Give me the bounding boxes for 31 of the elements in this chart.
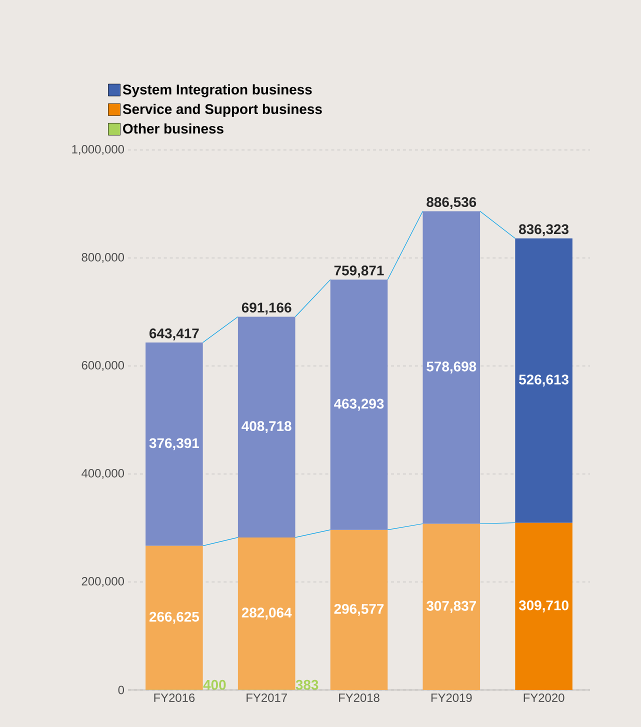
total-label: 886,536 (426, 197, 476, 210)
data-label: 376,391 (149, 438, 200, 450)
y-tick-label: 400,000 (82, 469, 124, 479)
x-tick-label: FY2018 (339, 694, 380, 702)
legend-label: System Integration business (122, 84, 312, 98)
legend-label: Other business (123, 123, 224, 134)
y-tick-label: 1,000,000 (72, 145, 124, 155)
data-label: 266,625 (149, 612, 200, 624)
y-tick-label: 800,000 (82, 253, 124, 263)
x-tick-label: FY2017 (246, 694, 287, 702)
total-label: 643,417 (150, 328, 199, 340)
total-label: 836,323 (519, 224, 568, 236)
total-label: 691,166 (242, 302, 292, 315)
x-tick-label: FY2019 (431, 694, 472, 702)
data-label: 307,837 (426, 600, 476, 613)
data-label: 400 (203, 680, 226, 690)
data-label: 383 (296, 680, 318, 690)
x-tick-label: FY2016 (154, 694, 195, 702)
y-tick-label: 0 (118, 686, 124, 694)
x-tick-label: FY2020 (524, 694, 564, 702)
data-label: 526,613 (519, 374, 568, 387)
data-label: 282,064 (242, 608, 292, 620)
y-tick-label: 600,000 (82, 361, 124, 371)
data-label: 296,577 (334, 604, 384, 616)
total-label: 759,871 (334, 266, 384, 278)
legend-label: Service and Support business (122, 104, 322, 117)
data-label: 408,718 (242, 421, 292, 434)
data-label: 463,293 (334, 398, 384, 411)
y-tick-label: 200,000 (82, 577, 124, 587)
data-label: 578,698 (426, 362, 476, 374)
data-label: 309,710 (518, 600, 568, 612)
